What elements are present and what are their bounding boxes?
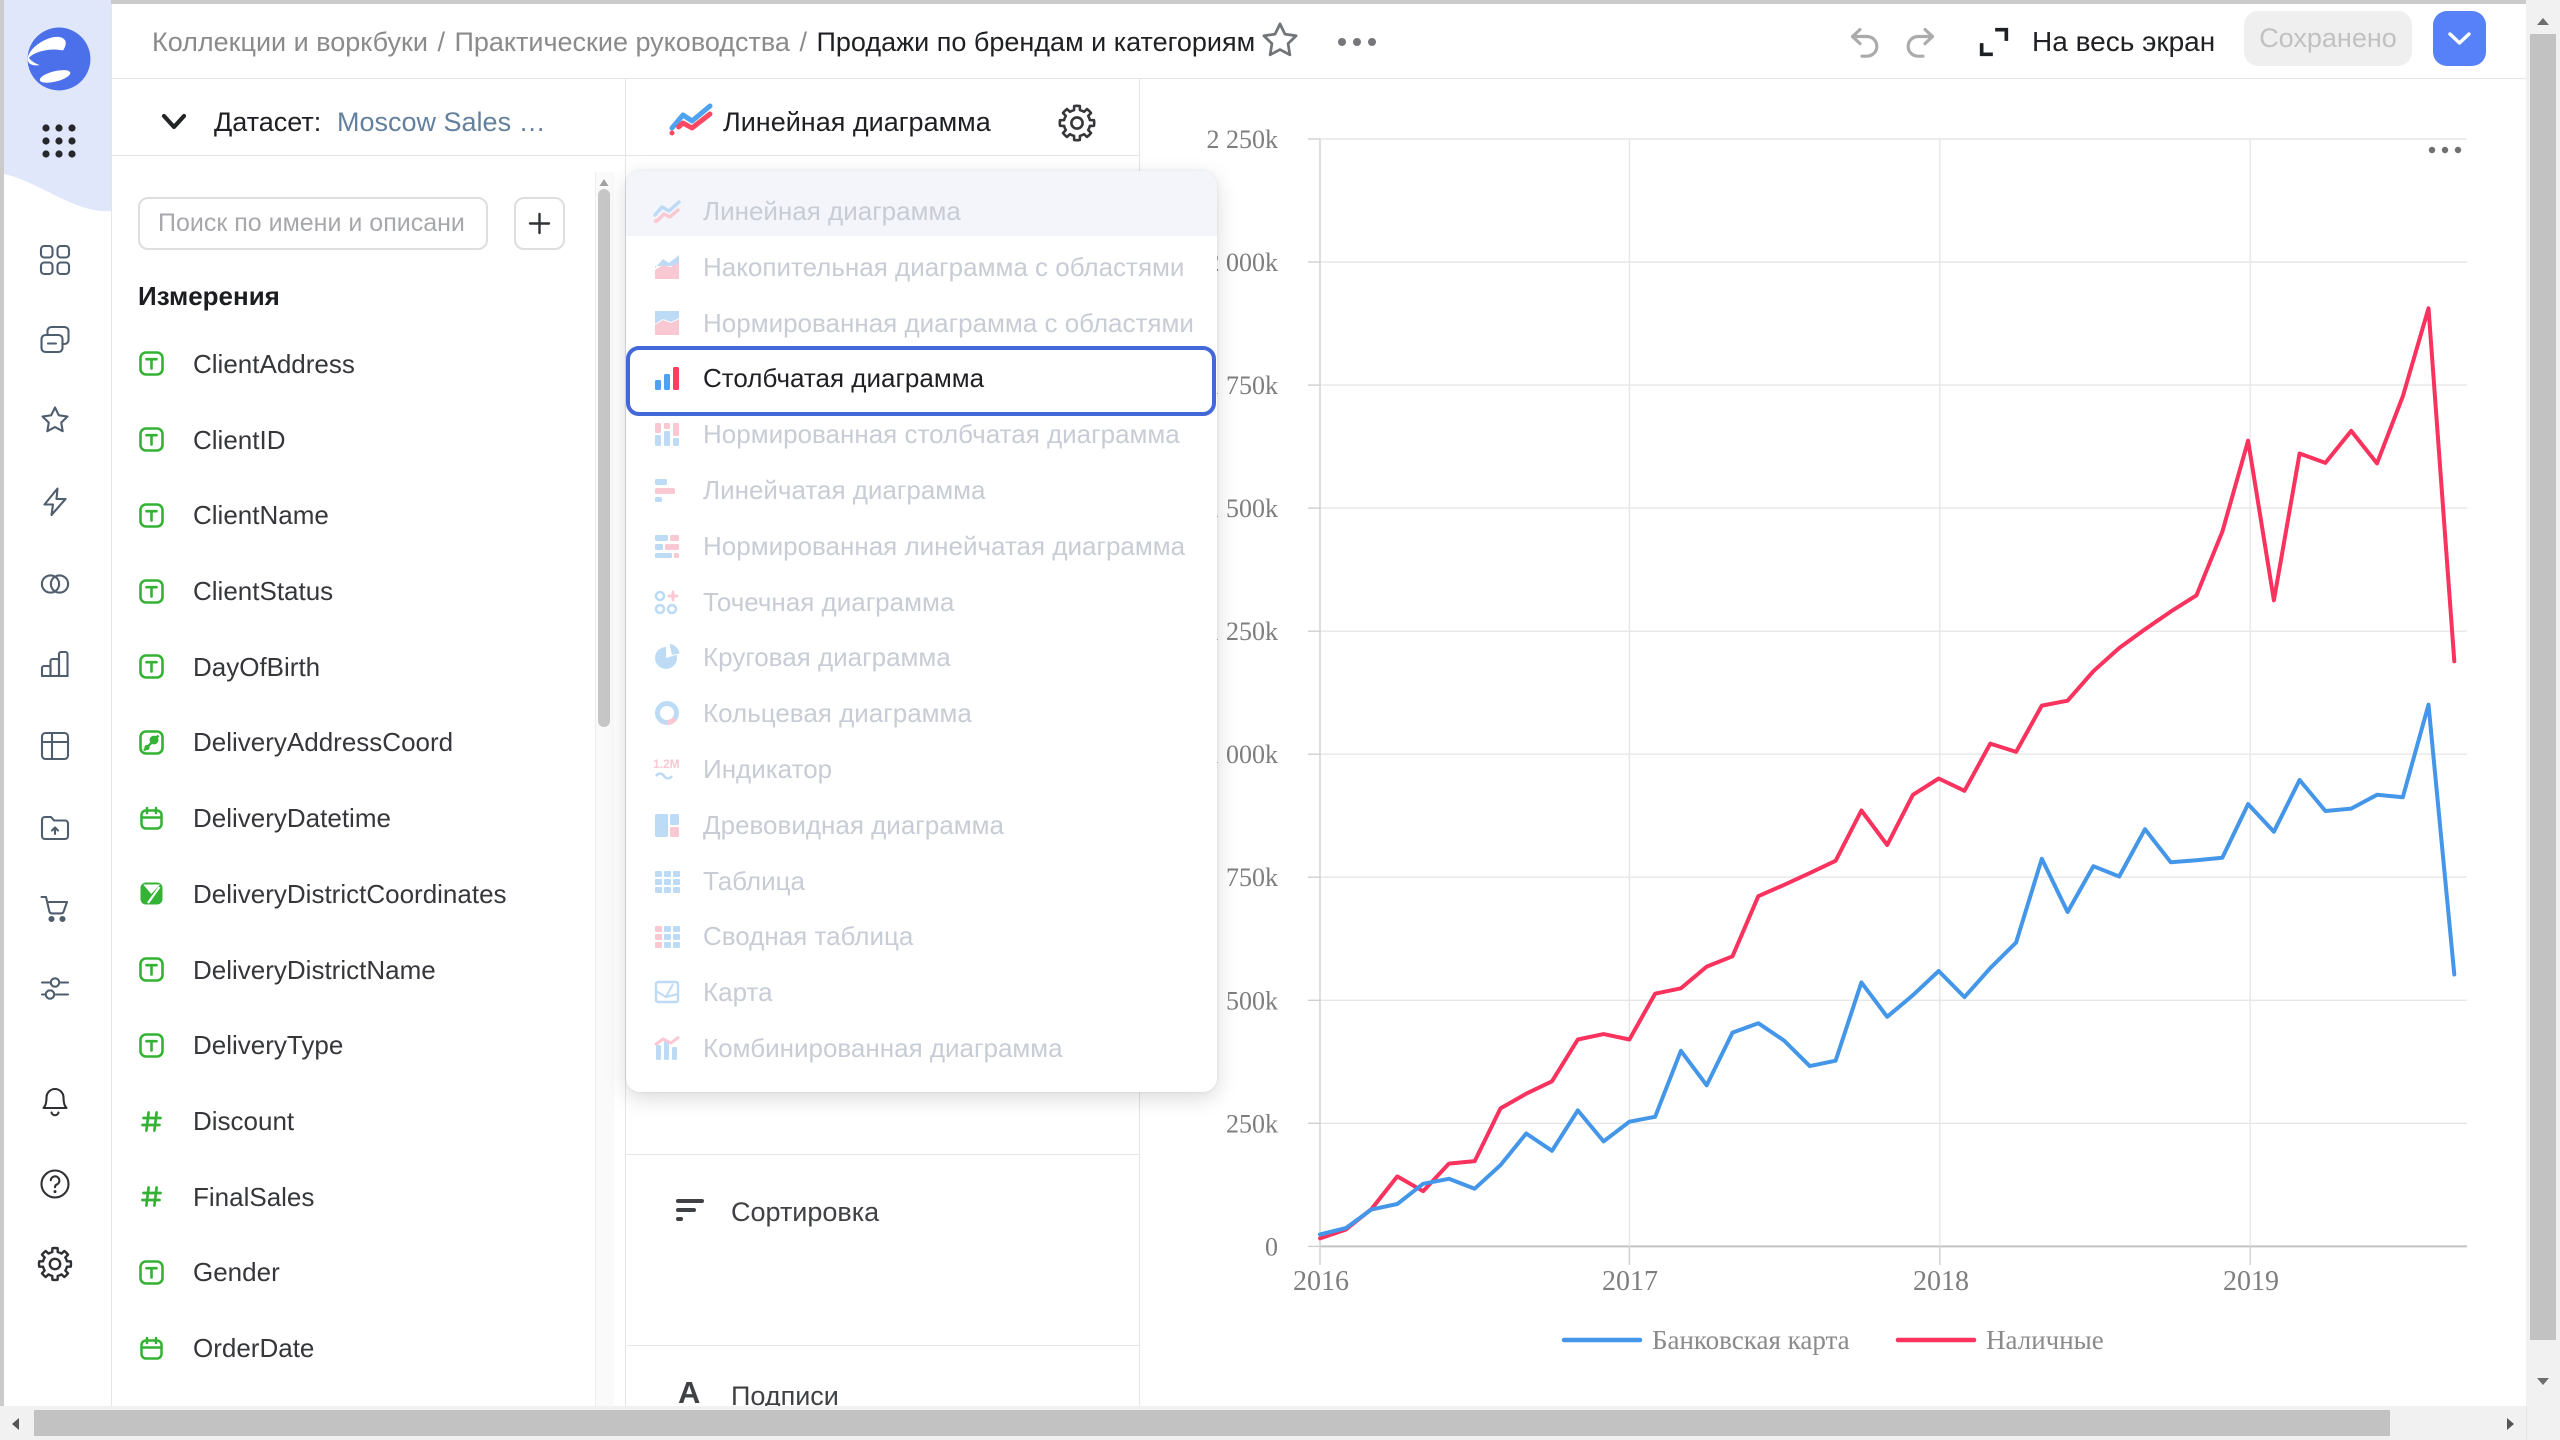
svg-text:2 000k: 2 000k <box>1207 248 1279 277</box>
svg-text:1 000k: 1 000k <box>1207 740 1279 769</box>
svg-text:2017: 2017 <box>1602 1266 1658 1297</box>
svg-text:Банковская карта: Банковская карта <box>1652 1325 1850 1355</box>
svg-text:500k: 500k <box>1226 986 1278 1015</box>
svg-text:2018: 2018 <box>1913 1266 1969 1297</box>
svg-text:1 250k: 1 250k <box>1207 617 1279 646</box>
svg-text:1 500k: 1 500k <box>1207 494 1279 523</box>
svg-text:2 250k: 2 250k <box>1207 125 1279 154</box>
svg-text:2019: 2019 <box>2223 1266 2279 1297</box>
svg-text:750k: 750k <box>1226 863 1278 892</box>
svg-text:0: 0 <box>1265 1232 1278 1261</box>
svg-text:Наличные: Наличные <box>1986 1325 2104 1355</box>
svg-text:250k: 250k <box>1226 1109 1278 1138</box>
svg-text:2016: 2016 <box>1293 1266 1349 1297</box>
svg-text:1 750k: 1 750k <box>1207 371 1279 400</box>
svg-text:1.2M: 1.2M <box>653 757 680 771</box>
